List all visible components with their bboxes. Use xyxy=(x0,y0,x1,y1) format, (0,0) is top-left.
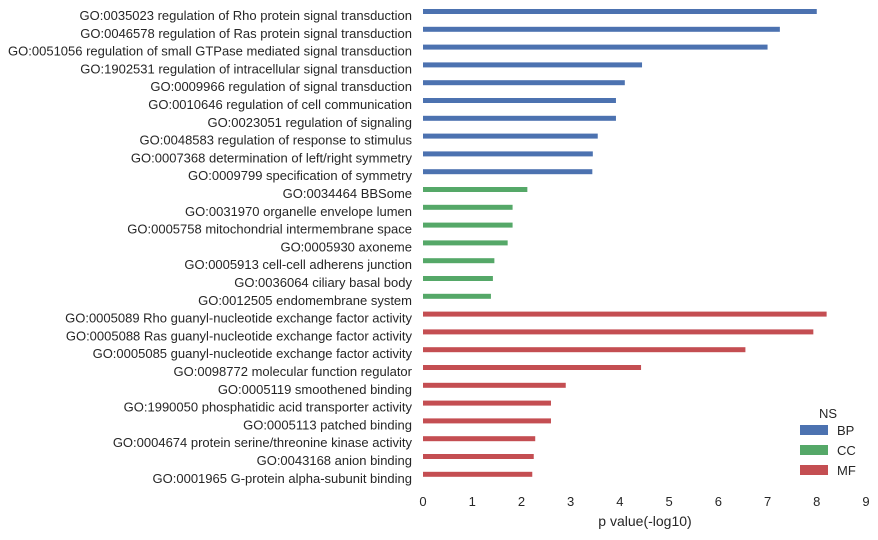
x-tick-labels: 0 1 2 3 4 5 6 7 8 9 xyxy=(419,494,869,509)
bar xyxy=(423,454,534,459)
bar xyxy=(423,9,817,14)
x-tick-label: 7 xyxy=(764,494,771,509)
bar xyxy=(423,329,814,335)
bar xyxy=(423,133,598,139)
category-label: GO:0005088 Ras guanyl-nucleotide exchang… xyxy=(66,328,413,343)
category-label: GO:0005085 guanyl-nucleotide exchange fa… xyxy=(93,346,413,361)
legend: NS BP CC MF xyxy=(800,406,856,478)
category-label: GO:0046578 regulation of Ras protein sig… xyxy=(80,26,412,41)
category-label: GO:0005089 Rho guanyl-nucleotide exchang… xyxy=(65,311,412,326)
bar xyxy=(423,26,780,32)
bar xyxy=(423,365,642,370)
bar xyxy=(423,151,593,157)
category-label: GO:0098772 molecular function regulator xyxy=(174,364,413,379)
category-label: GO:0012505 endomembrane system xyxy=(198,293,412,308)
bar xyxy=(423,240,508,246)
category-label: GO:0009966 regulation of signal transduc… xyxy=(150,79,412,94)
bar xyxy=(423,347,746,353)
x-tick-label: 6 xyxy=(715,494,722,509)
bar xyxy=(423,436,536,442)
bar xyxy=(423,400,551,406)
bar xyxy=(423,187,528,192)
x-tick-label: 9 xyxy=(862,494,869,509)
category-label: GO:0043168 anion binding xyxy=(257,453,412,468)
category-label: GO:0051056 regulation of small GTPase me… xyxy=(8,44,412,59)
bar xyxy=(423,293,491,299)
category-label: GO:0010646 regulation of cell communicat… xyxy=(148,97,412,112)
bar xyxy=(423,204,513,210)
category-label: GO:0005758 mitochondrial intermembrane s… xyxy=(127,222,412,237)
category-label: GO:0005913 cell-cell adherens junction xyxy=(184,257,412,272)
bar xyxy=(423,418,551,424)
category-label: GO:0031970 organelle envelope lumen xyxy=(185,204,412,219)
x-axis-label: p value(-log10) xyxy=(598,513,691,529)
category-label: GO:1902531 regulation of intracellular s… xyxy=(80,61,412,76)
category-label: GO:0007368 determination of left/right s… xyxy=(131,150,413,165)
bar xyxy=(423,258,495,264)
category-labels: GO:0035023 regulation of Rho protein sig… xyxy=(8,8,413,486)
bar xyxy=(423,80,625,86)
bar xyxy=(423,44,768,50)
legend-items: BP CC MF xyxy=(800,423,856,478)
category-label: GO:0005930 axoneme xyxy=(280,239,412,254)
bar xyxy=(423,311,827,317)
category-label: GO:0001965 G-protein alpha-subunit bindi… xyxy=(153,471,412,486)
x-tick-label: 4 xyxy=(616,494,623,509)
bar xyxy=(423,222,513,228)
bar xyxy=(423,382,566,388)
legend-label: CC xyxy=(837,443,856,458)
category-label: GO:0036064 ciliary basal body xyxy=(234,275,412,290)
category-label: GO:0035023 regulation of Rho protein sig… xyxy=(80,8,412,23)
category-label: GO:0048583 regulation of response to sti… xyxy=(140,133,413,148)
legend-swatch xyxy=(800,425,828,435)
legend-label: BP xyxy=(837,423,854,438)
category-label: GO:0009799 specification of symmetry xyxy=(188,168,412,183)
bar xyxy=(423,98,616,103)
x-tick-label: 1 xyxy=(469,494,476,509)
bar xyxy=(423,62,643,68)
x-tick-label: 0 xyxy=(419,494,426,509)
category-label: GO:0005113 patched binding xyxy=(243,417,412,432)
category-label: GO:0023051 regulation of signaling xyxy=(207,115,412,130)
legend-label: MF xyxy=(837,463,856,478)
x-tick-label: 3 xyxy=(567,494,574,509)
legend-title: NS xyxy=(819,406,837,421)
legend-swatch xyxy=(800,445,828,455)
x-tick-label: 2 xyxy=(518,494,525,509)
legend-swatch xyxy=(800,465,828,475)
category-label: GO:0005119 smoothened binding xyxy=(218,382,412,397)
x-tick-label: 5 xyxy=(665,494,672,509)
bar xyxy=(423,169,593,175)
category-label: GO:0004674 protein serine/threonine kina… xyxy=(113,435,413,450)
category-label: GO:0034464 BBSome xyxy=(283,186,412,201)
bar xyxy=(423,276,493,281)
bar xyxy=(423,115,616,121)
bars-layer xyxy=(423,9,827,477)
x-tick-label: 8 xyxy=(813,494,820,509)
category-label: GO:1990050 phosphatidic acid transporter… xyxy=(124,400,413,415)
bar xyxy=(423,471,533,477)
